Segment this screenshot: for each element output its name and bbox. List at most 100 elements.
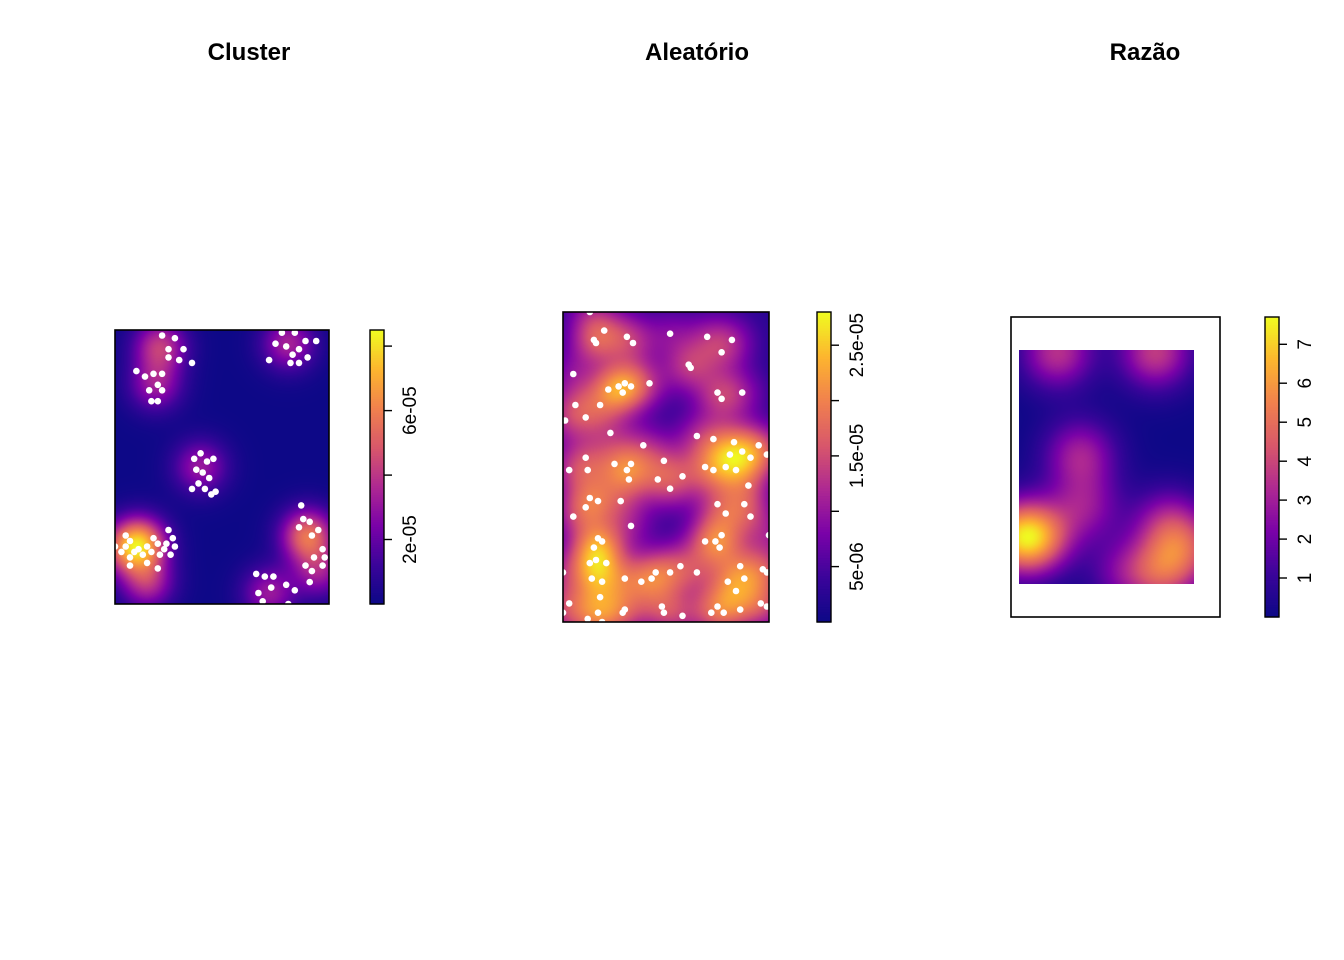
colorbar-step [370, 380, 384, 384]
panel-title: Aleatório [645, 39, 749, 66]
colorbar-step [1265, 542, 1279, 546]
colorbar-step [817, 368, 831, 373]
data-point [600, 327, 608, 334]
colorbar-step [1265, 394, 1279, 398]
colorbar-step [817, 541, 831, 546]
colorbar-step [1265, 467, 1279, 471]
data-point [308, 567, 316, 575]
colorbar-step [817, 417, 831, 422]
colorbar-step [1265, 532, 1279, 536]
colorbar-step [370, 590, 384, 594]
data-point [586, 494, 594, 502]
colorbar-step [370, 412, 384, 416]
colorbar-step [817, 606, 831, 610]
data-point [270, 573, 277, 580]
colorbar-step [1265, 552, 1279, 556]
colorbar-step [370, 345, 384, 349]
data-point [169, 534, 177, 542]
colorbar-step [1265, 454, 1279, 458]
data-point [666, 569, 674, 576]
colorbar-step [817, 508, 831, 512]
colorbar-step [370, 482, 384, 486]
colorbar-step [1265, 594, 1279, 598]
colorbar-step [370, 423, 384, 427]
colorbar-tick-label: 1 [1295, 573, 1316, 584]
colorbar-step [817, 603, 831, 608]
colorbar-step [1265, 572, 1279, 576]
colorbar-step [817, 609, 831, 613]
colorbar-step [370, 407, 384, 411]
colorbar-step [817, 523, 831, 528]
data-point [757, 600, 765, 607]
colorbar-step [817, 448, 831, 453]
data-point [582, 454, 589, 462]
data-point [126, 554, 134, 561]
colorbar-step [817, 376, 831, 380]
data-point [297, 502, 305, 509]
colorbar-step [1265, 364, 1279, 368]
data-point [570, 370, 577, 378]
colorbar-step [370, 377, 384, 381]
data-point [638, 578, 645, 585]
colorbar-step [370, 494, 384, 498]
data-point [590, 544, 598, 551]
colorbar-step [1265, 462, 1279, 466]
legend-colorbar: 5e-06 1.5e-05 2.5e-05 [816, 311, 868, 623]
data-point [588, 575, 596, 582]
colorbar-step [817, 526, 831, 530]
colorbar-step [1265, 584, 1279, 588]
colorbar-step [1265, 424, 1279, 428]
colorbar-step [1265, 319, 1279, 323]
data-point [165, 345, 172, 353]
data-point [582, 504, 589, 511]
colorbar-step [1265, 509, 1279, 513]
colorbar-step [1265, 437, 1279, 441]
data-point [310, 554, 318, 561]
data-point [158, 387, 166, 394]
data-point [693, 569, 701, 576]
colorbar-step [370, 578, 384, 582]
colorbar-step [817, 565, 831, 569]
colorbar-step [370, 565, 384, 569]
colorbar-step [817, 371, 831, 375]
data-point [722, 463, 729, 471]
colorbar-step [1265, 569, 1279, 573]
data-point [148, 397, 155, 405]
colorbar-step [370, 526, 384, 530]
colorbar-step [817, 459, 831, 463]
data-point [710, 466, 717, 474]
data-point [592, 339, 600, 347]
data-point [596, 593, 604, 601]
colorbar-step [370, 498, 384, 502]
colorbar-step [1265, 582, 1279, 586]
data-point [289, 351, 296, 359]
data-point [188, 359, 196, 367]
data-point [677, 562, 684, 570]
colorbar-step [1265, 384, 1279, 388]
colorbar-step [1265, 527, 1279, 531]
colorbar-step [370, 332, 384, 336]
data-point [126, 537, 134, 545]
colorbar-step [817, 441, 831, 445]
colorbar-step [817, 410, 831, 414]
colorbar-step [817, 361, 831, 365]
colorbar-step [1265, 417, 1279, 421]
colorbar-step [370, 567, 384, 571]
data-point [572, 401, 579, 409]
colorbar-step [817, 399, 831, 404]
colorbar-frame [1264, 316, 1280, 618]
colorbar-step [370, 361, 384, 365]
colorbar-step [370, 448, 384, 452]
colorbar-step [370, 546, 384, 550]
colorbar-step [370, 391, 384, 395]
colorbar-step [1265, 342, 1279, 346]
colorbar-step [1265, 377, 1279, 381]
colorbar-step [817, 611, 831, 615]
colorbar-step [817, 534, 831, 538]
colorbar-step [1265, 439, 1279, 443]
colorbar-step [370, 352, 384, 356]
colorbar-step [1265, 504, 1279, 508]
colorbar-step [370, 544, 384, 548]
colorbar-step [370, 460, 384, 464]
data-point [701, 538, 709, 545]
